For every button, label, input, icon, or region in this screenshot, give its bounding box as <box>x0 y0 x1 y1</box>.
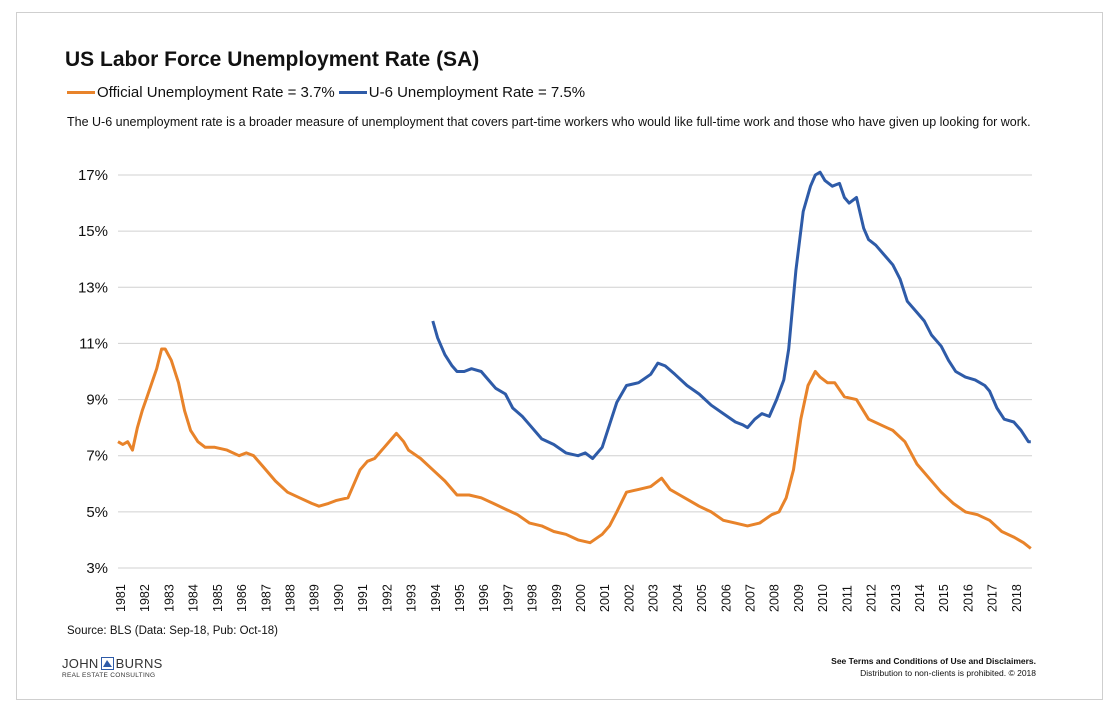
disclaimer: See Terms and Conditions of Use and Disc… <box>831 655 1036 679</box>
legend-item-u6: U-6 Unemployment Rate = 7.5% <box>338 84 586 101</box>
x-tick-label: 1988 <box>283 584 297 612</box>
x-tick-label: 1997 <box>501 584 515 612</box>
series-line-u6 <box>431 170 1031 460</box>
chart-title: US Labor Force Unemployment Rate (SA) <box>65 48 480 71</box>
y-tick-label: 5% <box>86 504 108 521</box>
disclaimer-line-2: Distribution to non-clients is prohibite… <box>860 668 1036 678</box>
x-tick-label: 1991 <box>356 584 370 612</box>
x-axis: 1981 1982 1983 1984 1985 1986 1987 1988 1989 1990… <box>114 584 1024 612</box>
x-tick-label: 1990 <box>332 584 346 612</box>
x-tick-label: 1986 <box>235 584 249 612</box>
y-tick-label: 17% <box>78 167 108 184</box>
x-tick-label: 1993 <box>405 584 419 612</box>
x-tick-label: 1981 <box>114 584 128 612</box>
x-tick-label: 1992 <box>380 584 394 612</box>
legend-label-u6: U-6 Unemployment Rate = 7.5% <box>368 84 586 101</box>
logo-mark-icon <box>100 657 114 670</box>
grid-layer <box>118 174 1032 569</box>
x-tick-label: 2002 <box>622 584 636 612</box>
series-layer <box>117 170 1032 550</box>
x-tick-label: 2008 <box>768 584 782 612</box>
series-line-official <box>117 347 1032 550</box>
y-tick-label: 7% <box>86 448 108 465</box>
logo-subtitle: REAL ESTATE CONSULTING <box>62 672 156 679</box>
x-tick-label: 2011 <box>840 585 854 612</box>
x-tick-label: 2007 <box>744 584 758 612</box>
x-tick-label: 2013 <box>889 584 903 612</box>
x-tick-label: 2001 <box>598 584 612 612</box>
x-tick-label: 2014 <box>913 584 927 612</box>
x-tick-label: 1989 <box>308 584 322 612</box>
x-tick-label: 2016 <box>961 584 975 612</box>
y-tick-label: 15% <box>78 223 108 240</box>
legend-swatch-u6 <box>338 91 367 94</box>
legend: Official Unemployment Rate = 3.7% U-6 Un… <box>67 84 589 101</box>
x-tick-label: 2003 <box>647 584 661 612</box>
y-axis: 3% 5% 7% 9% 11% 13% 15% 17% <box>78 167 108 577</box>
logo-name-left: JOHN <box>62 656 99 671</box>
x-tick-label: 1983 <box>162 584 176 612</box>
x-tick-label: 1994 <box>429 584 443 612</box>
x-tick-label: 1982 <box>138 584 152 612</box>
x-tick-label: 1998 <box>526 584 540 612</box>
x-tick-label: 2017 <box>986 584 1000 612</box>
y-tick-label: 13% <box>78 279 108 296</box>
y-tick-label: 9% <box>86 392 108 409</box>
x-tick-label: 1984 <box>187 584 201 612</box>
logo-name-right: BURNS <box>115 656 163 671</box>
company-logo: JOHN BURNS REAL ESTATE CONSULTING <box>62 656 163 679</box>
legend-swatch-official <box>67 91 95 94</box>
x-tick-label: 2004 <box>671 584 685 612</box>
y-tick-label: 11% <box>79 335 108 352</box>
x-tick-label: 2000 <box>574 584 588 612</box>
legend-label-official: Official Unemployment Rate = 3.7% <box>97 84 335 101</box>
x-tick-label: 2009 <box>792 584 806 612</box>
x-tick-label: 2018 <box>1010 584 1024 612</box>
x-tick-label: 1996 <box>477 584 491 612</box>
disclaimer-line-1[interactable]: See Terms and Conditions of Use and Disc… <box>831 656 1036 666</box>
x-tick-label: 1995 <box>453 584 467 612</box>
x-tick-label: 2015 <box>937 584 951 612</box>
source-note: Source: BLS (Data: Sep-18, Pub: Oct-18) <box>67 625 278 637</box>
y-tick-label: 3% <box>86 560 108 577</box>
chart-frame <box>16 12 1103 700</box>
chart-subtitle: The U-6 unemployment rate is a broader m… <box>67 115 1031 129</box>
legend-item-official: Official Unemployment Rate = 3.7% <box>67 84 335 101</box>
x-tick-label: 1999 <box>550 584 564 612</box>
x-tick-label: 2005 <box>695 584 709 612</box>
x-tick-label: 2006 <box>719 584 733 612</box>
x-tick-label: 2012 <box>865 584 879 612</box>
x-tick-label: 1987 <box>259 584 273 612</box>
x-tick-label: 2010 <box>816 584 830 612</box>
x-tick-label: 1985 <box>211 584 225 612</box>
